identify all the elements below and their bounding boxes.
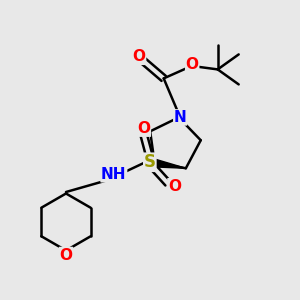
Text: O: O xyxy=(59,248,73,262)
Polygon shape xyxy=(149,158,186,168)
Text: S: S xyxy=(144,153,156,171)
Text: O: O xyxy=(186,56,199,71)
Text: O: O xyxy=(168,179,181,194)
Text: O: O xyxy=(137,121,150,136)
Text: N: N xyxy=(174,110,187,125)
Text: O: O xyxy=(133,49,146,64)
Text: NH: NH xyxy=(101,167,127,182)
